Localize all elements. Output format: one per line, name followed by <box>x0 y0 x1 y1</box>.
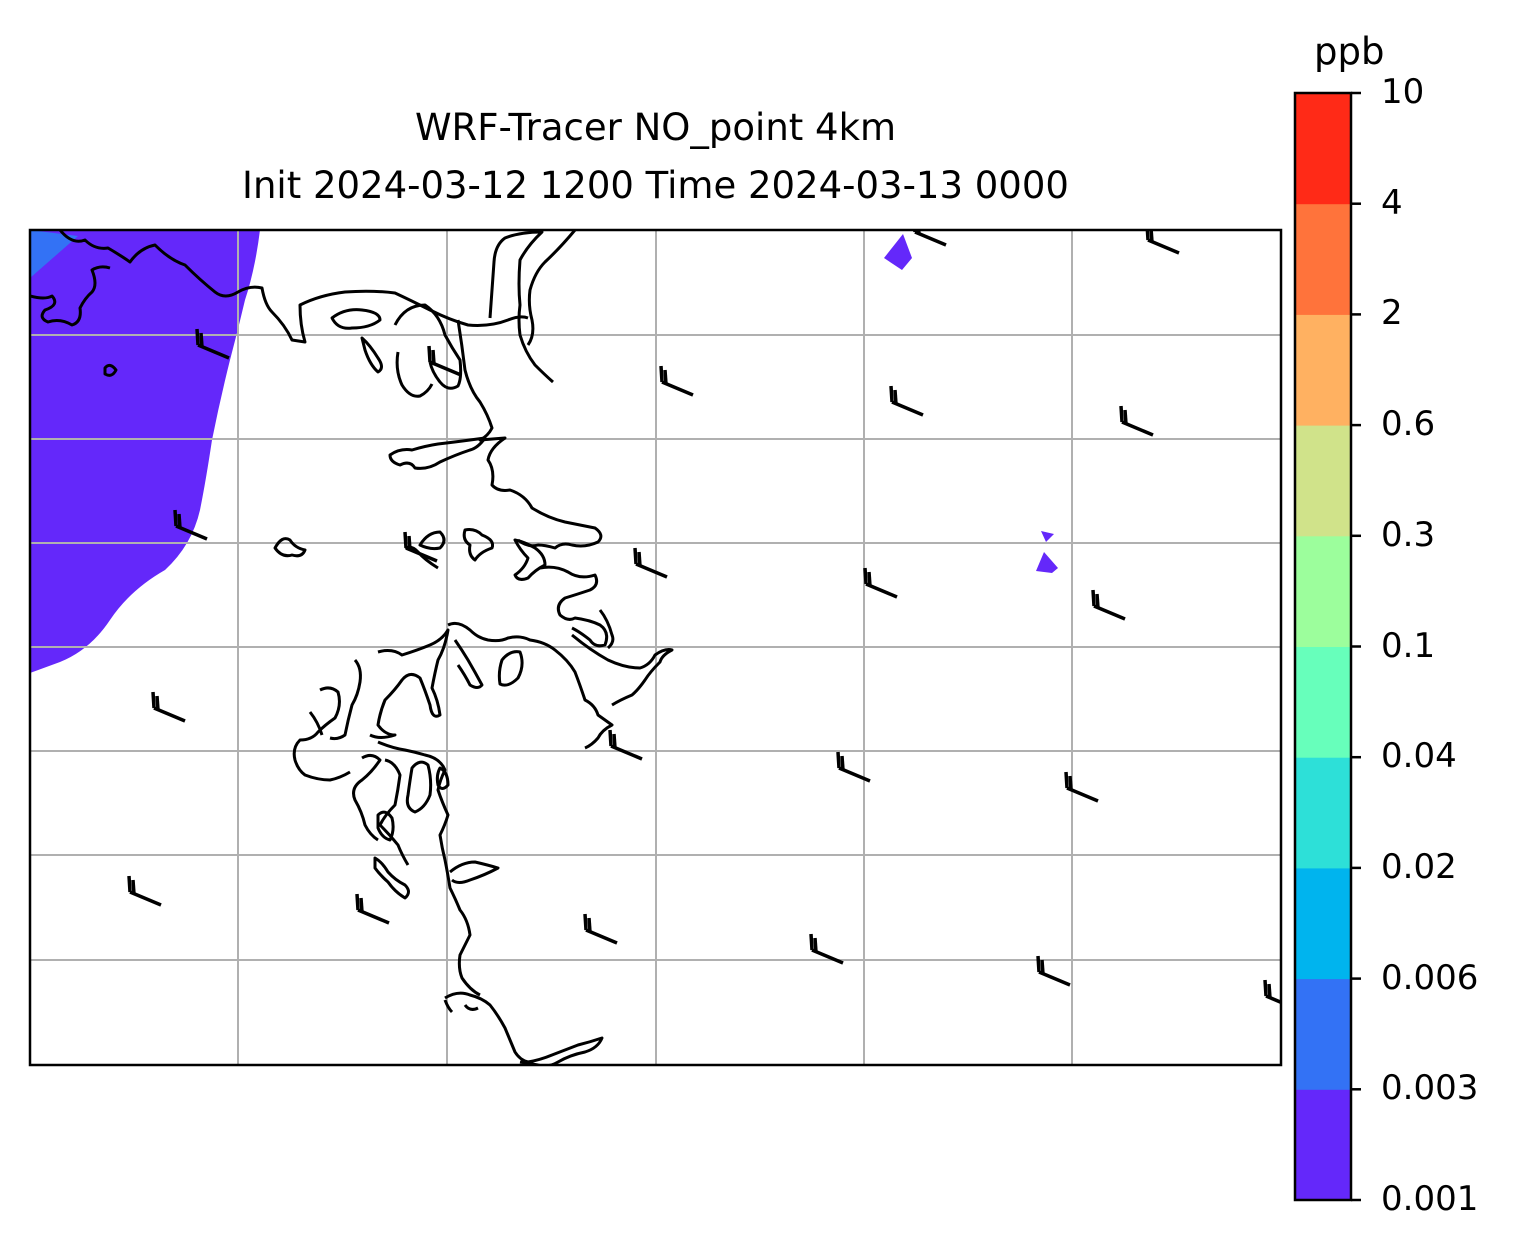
colorbar-segment <box>1295 867 1351 980</box>
wind-barb <box>195 328 230 360</box>
wind-barb <box>173 509 208 541</box>
map-plot-area <box>30 230 1281 1065</box>
colorbar-tick-label: 4 <box>1381 182 1403 223</box>
wind-barb <box>836 751 871 783</box>
colorbar-tick-label: 2 <box>1381 293 1403 334</box>
colorbar-segment <box>1295 93 1351 205</box>
colorbar-segment <box>1295 535 1351 647</box>
wind-barbs <box>127 230 1281 1005</box>
wind-barb <box>1119 405 1154 437</box>
colorbar <box>1293 91 1361 1202</box>
coastline <box>30 230 674 1065</box>
colorbar-segment <box>1295 646 1351 758</box>
wind-barb <box>1091 589 1126 621</box>
tracer-patch-east-1 <box>1041 531 1054 542</box>
tracer-plume-corner <box>30 230 78 278</box>
tracer-patch-east-2 <box>1036 552 1058 573</box>
colorbar-tick-label: 0.1 <box>1381 625 1436 666</box>
colorbar-tick-label: 0.02 <box>1381 846 1457 887</box>
wind-barb <box>355 893 390 925</box>
colorbar-segment <box>1295 314 1351 426</box>
map-title-line2: Init 2024-03-12 1200 Time 2024-03-13 000… <box>242 164 1069 207</box>
colorbar-tick-label: 10 <box>1381 72 1425 112</box>
colorbar-tick-label: 0.006 <box>1381 957 1479 998</box>
colorbar-segment <box>1295 978 1351 1090</box>
wind-barb <box>403 531 438 563</box>
wind-barb <box>863 567 898 599</box>
colorbar-segment <box>1295 203 1351 315</box>
map-gridlines <box>30 230 1281 1065</box>
wind-barb <box>889 385 924 417</box>
wind-barb <box>1263 979 1281 1005</box>
colorbar-tick-label: 0.04 <box>1381 736 1457 777</box>
wind-barb <box>608 729 643 761</box>
colorbar-tick-label: 0.6 <box>1381 404 1436 445</box>
colorbar-tick-label: 0.001 <box>1381 1179 1479 1219</box>
wind-barb <box>809 933 844 965</box>
tracer-patch-north <box>884 234 912 270</box>
wind-barb <box>127 875 162 907</box>
colorbar-tick-label: 0.3 <box>1381 514 1436 555</box>
wind-barb <box>1036 955 1071 987</box>
wind-barb <box>1145 230 1180 255</box>
wind-barb <box>427 345 462 377</box>
colorbar-segment <box>1295 757 1351 869</box>
map-frame <box>28 228 1283 1067</box>
colorbar-unit-label: ppb <box>1314 30 1385 73</box>
wind-barb <box>1064 771 1099 803</box>
wind-barb <box>659 365 694 397</box>
colorbar-tick-label: 0.003 <box>1381 1068 1479 1109</box>
colorbar-segment <box>1295 1089 1351 1201</box>
wind-barb <box>633 547 668 579</box>
wind-barb <box>151 691 186 723</box>
colorbar-segment <box>1295 425 1351 537</box>
wind-barb <box>583 913 618 945</box>
wind-barb <box>913 230 947 247</box>
map-title-line1: WRF-Tracer NO_point 4km <box>414 106 897 149</box>
